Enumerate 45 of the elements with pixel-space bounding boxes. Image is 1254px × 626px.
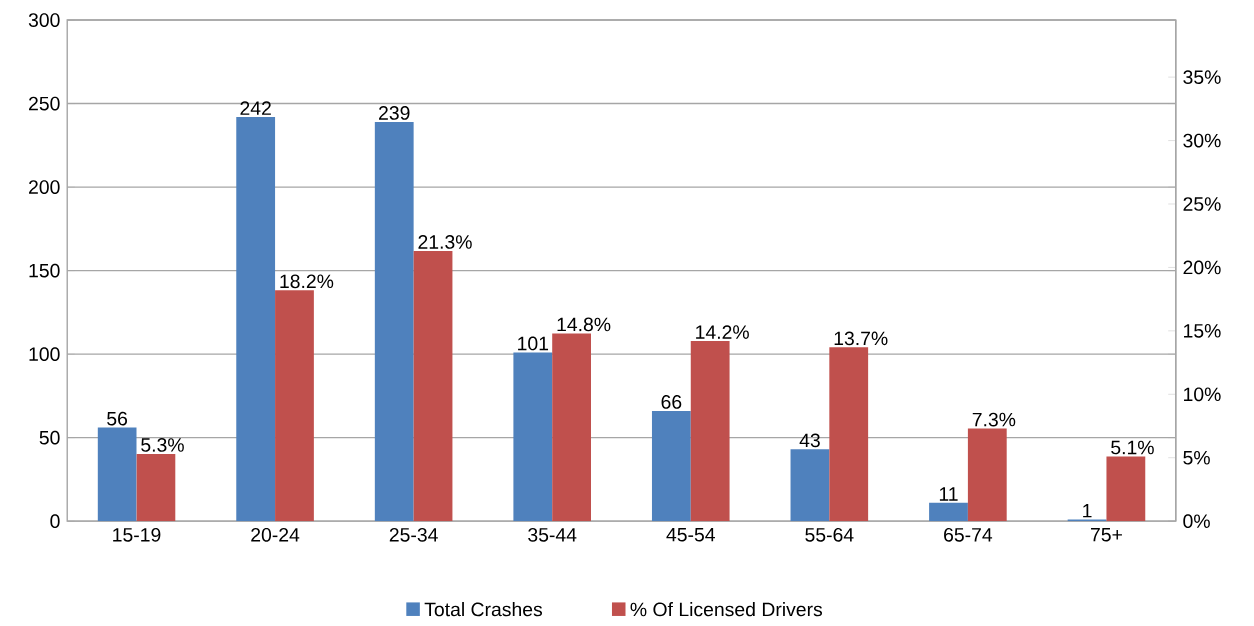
data-label: 14.8% xyxy=(557,317,611,332)
y-tick-label: 150 xyxy=(29,263,60,278)
x-tick-label: 75+ xyxy=(1091,527,1122,542)
y-tick-label: 0 xyxy=(50,514,60,529)
y2-tick-label: 5% xyxy=(1183,450,1210,465)
y-tick-label: 50 xyxy=(39,430,60,445)
x-tick-label: 45-54 xyxy=(666,527,715,542)
data-label: 101 xyxy=(518,336,549,351)
legend-label: % Of Licensed Drivers xyxy=(630,602,823,617)
data-label: 242 xyxy=(240,101,271,115)
x-tick-label: 65-74 xyxy=(944,527,993,542)
bar xyxy=(929,502,968,522)
y2-tick-label: 20% xyxy=(1183,260,1221,275)
y-tick-label: 300 xyxy=(28,13,60,27)
bar xyxy=(1106,456,1146,522)
x-tick-label: 20-24 xyxy=(251,527,300,542)
y-tick-label: 200 xyxy=(29,180,60,194)
x-tick-label: 35-44 xyxy=(528,527,577,542)
data-label: 239 xyxy=(379,106,410,120)
x-tick-label: 55-64 xyxy=(805,527,854,542)
y-tick-label: 250 xyxy=(29,96,60,111)
data-label: 1 xyxy=(1083,504,1092,518)
bar xyxy=(967,428,1007,522)
x-tick-label: 25-34 xyxy=(389,527,438,542)
data-label: 14.2% xyxy=(696,325,749,339)
data-label: 5.3% xyxy=(141,438,184,452)
data-label: 66 xyxy=(661,395,682,409)
data-label: 7.3% xyxy=(972,412,1016,427)
data-label: 43 xyxy=(799,433,820,448)
y2-tick-label: 0% xyxy=(1183,514,1210,529)
data-label: 5.1% xyxy=(1111,440,1154,455)
data-label: 13.7% xyxy=(834,331,888,346)
y2-tick-label: 25% xyxy=(1183,197,1221,211)
y-tick-label: 100 xyxy=(29,347,60,361)
x-tick-label: 15-19 xyxy=(113,527,161,542)
bar xyxy=(829,347,869,522)
legend-label: Total Crashes xyxy=(424,602,543,617)
data-label: 18.2% xyxy=(280,274,334,289)
y2-tick-label: 10% xyxy=(1184,387,1221,402)
data-label: 11 xyxy=(939,487,958,501)
y2-tick-label: 30% xyxy=(1183,133,1221,148)
data-label: 56 xyxy=(107,411,128,426)
y2-tick-label: 35% xyxy=(1183,70,1221,84)
data-label: 21.3% xyxy=(418,235,472,249)
y2-tick-label: 15% xyxy=(1184,324,1221,338)
